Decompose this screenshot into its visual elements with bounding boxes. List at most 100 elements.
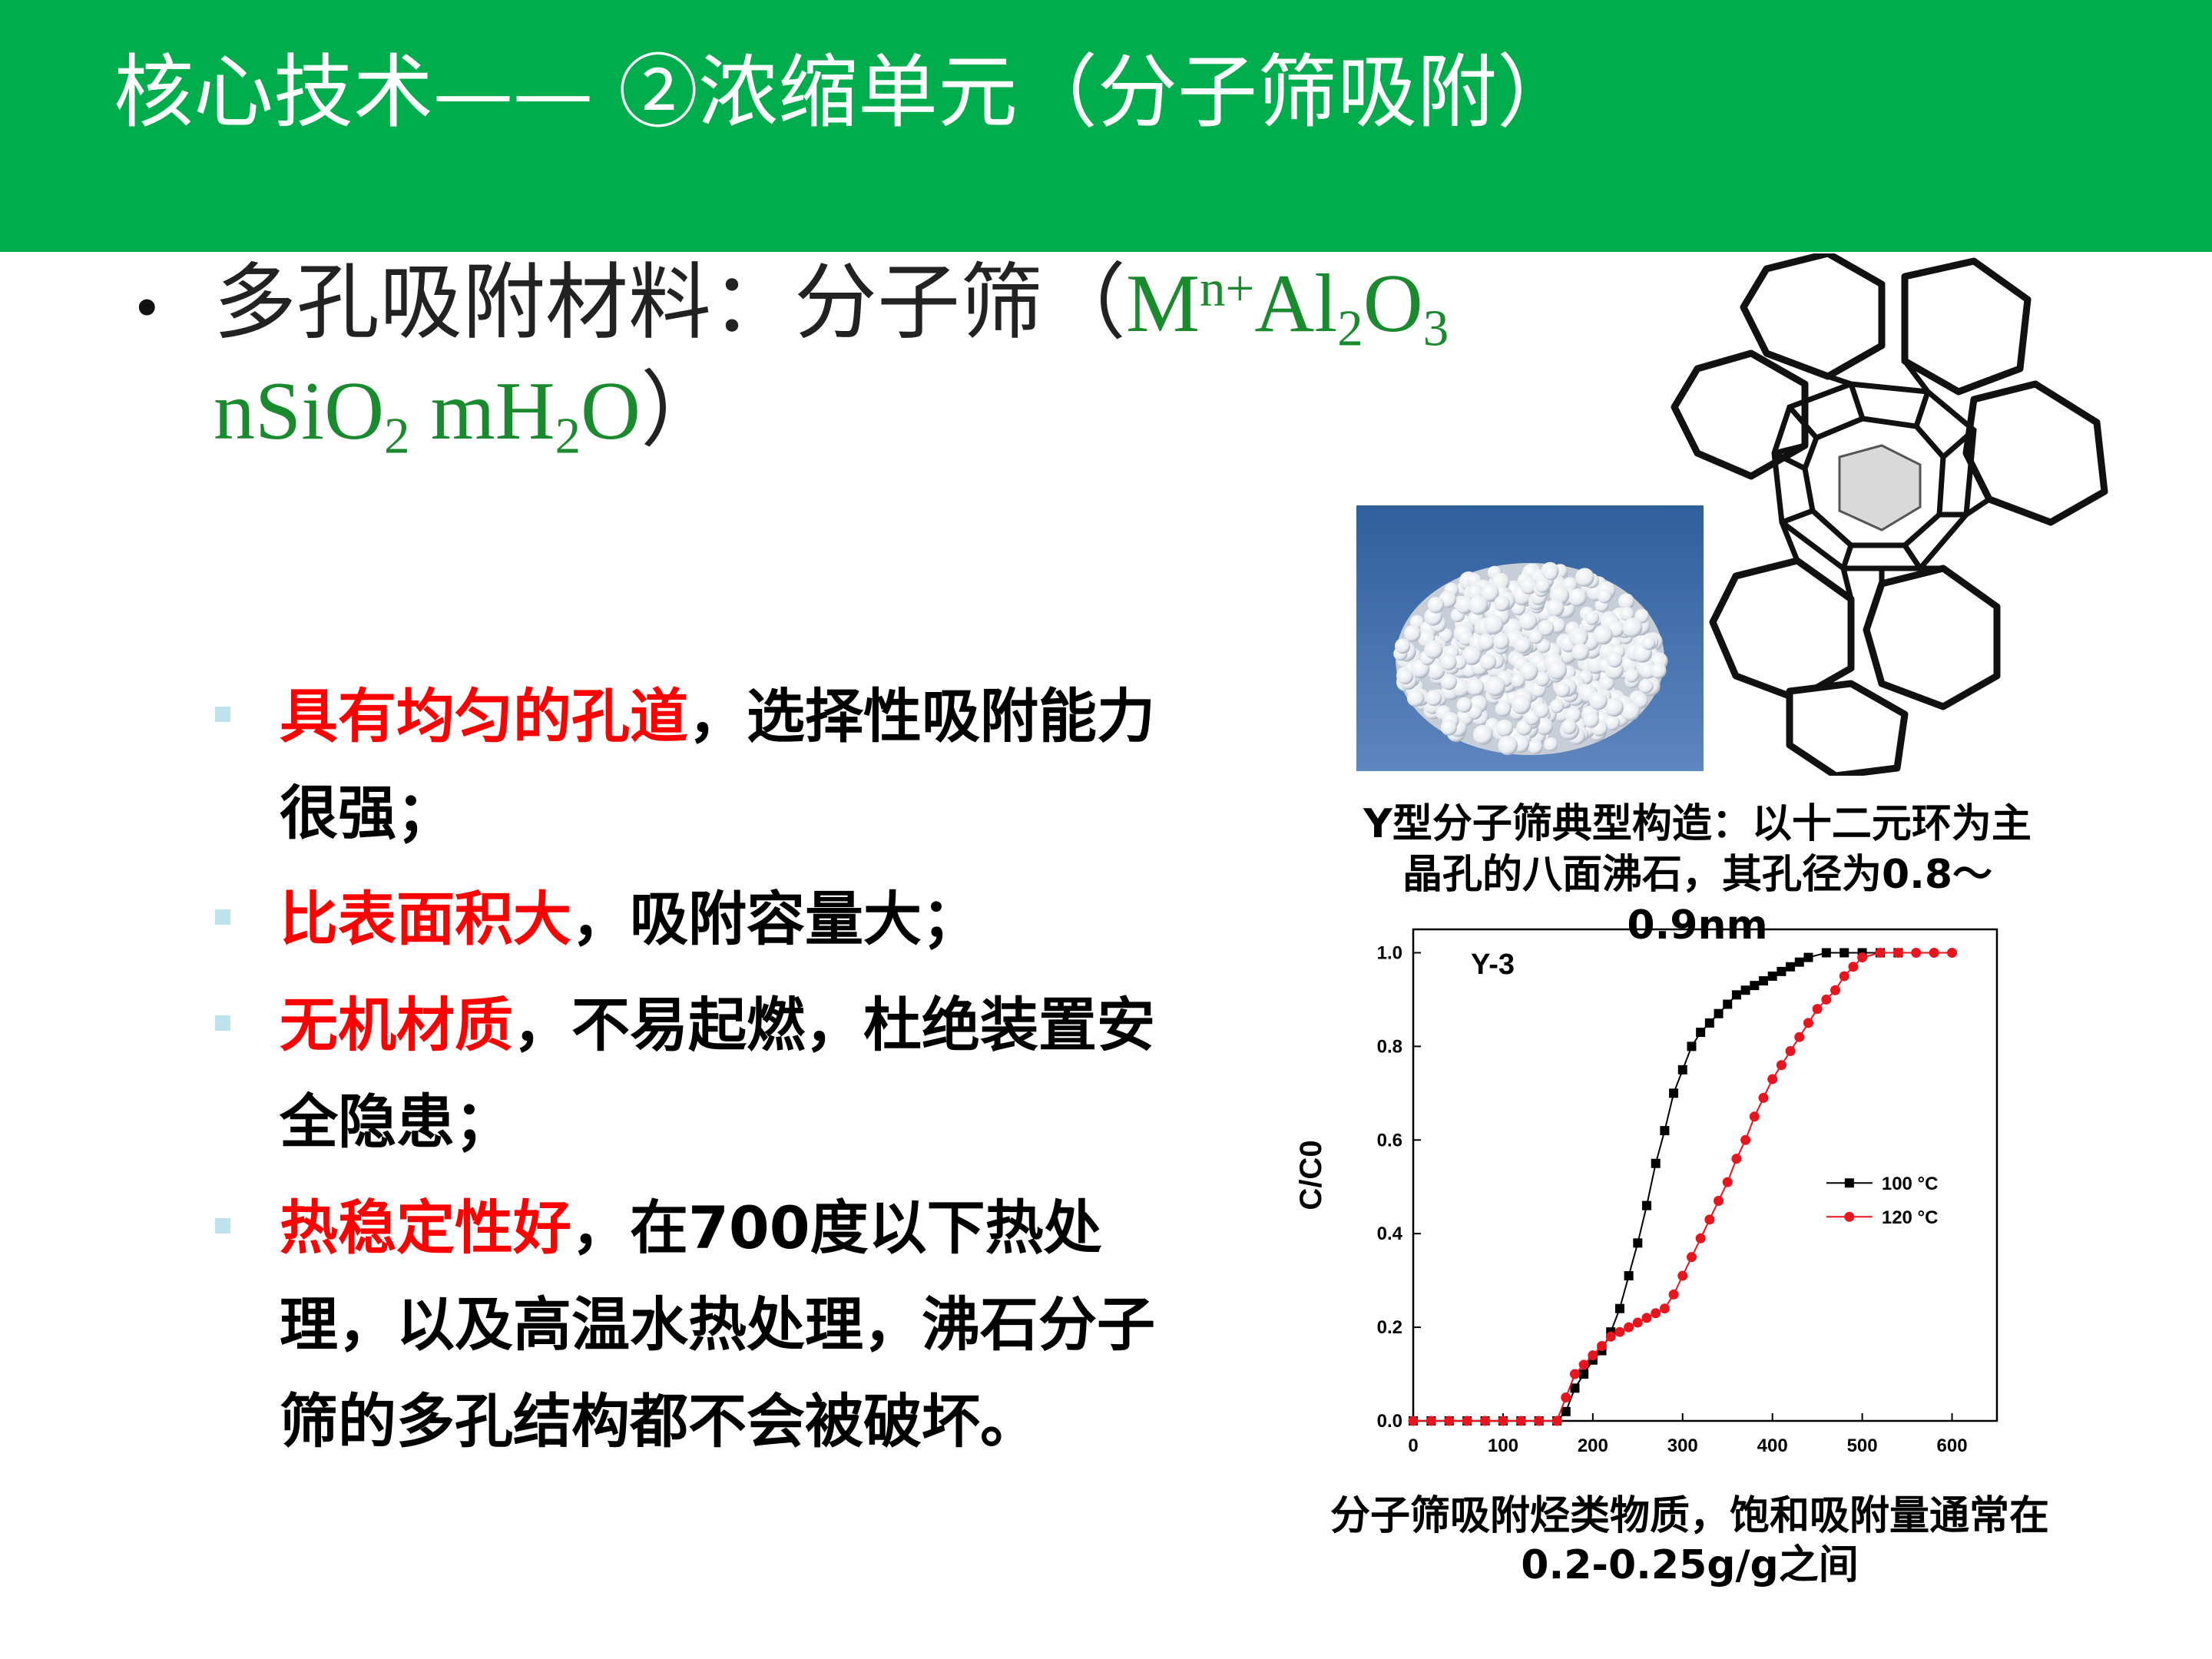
data-point [1812, 1004, 1823, 1015]
plot-frame [1412, 928, 1998, 1422]
bead [1494, 595, 1510, 611]
data-point [1614, 1326, 1625, 1337]
bead [1604, 697, 1624, 717]
data-point [1722, 1177, 1733, 1187]
bead [1406, 689, 1425, 707]
feature-item: 无机材质，不易起燃，杜绝装置安全隐患； [215, 977, 1183, 1171]
bead [1397, 668, 1413, 684]
data-point [1642, 1200, 1651, 1210]
bead [1589, 692, 1608, 710]
bead [1575, 568, 1594, 587]
data-point [1911, 947, 1922, 958]
bead [1477, 633, 1495, 651]
data-point [1614, 1303, 1624, 1313]
bead [1535, 578, 1550, 593]
feature-item: 比表面积大，吸附容量大； [215, 871, 1183, 968]
y-tick-label: 0.2 [1377, 1317, 1402, 1338]
breakthrough-chart: 0 100 200 300 400 500 600 0.0 0.2 0.4 0.6 0.8 1.0 C/C… [1294, 928, 1998, 1456]
bead [1571, 643, 1590, 661]
data-point [1704, 1018, 1714, 1028]
data-point [1749, 1111, 1760, 1122]
bead [1544, 737, 1558, 752]
data-point [1776, 1060, 1786, 1071]
bead-cluster [1393, 561, 1668, 756]
data-point [1821, 948, 1831, 958]
data-point [1777, 966, 1786, 976]
bead [1495, 700, 1512, 717]
bead [1520, 577, 1538, 594]
data-point [1641, 1313, 1652, 1323]
y-tick-label: 0.0 [1377, 1411, 1402, 1432]
data-point [1444, 1416, 1455, 1426]
bead [1455, 596, 1474, 614]
data-point [1677, 1270, 1688, 1281]
feature-item: 热稳定性好，在700度以下热处理，以及高温水热处理，沸石分子筛的多孔结构都不会被… [215, 1180, 1183, 1470]
data-point [1551, 1416, 1562, 1426]
bead [1621, 701, 1641, 721]
slide-title: 核心技术—— ②浓缩单元（分子筛吸附） [114, 45, 1578, 139]
formula-nsio: nSiO [214, 366, 385, 457]
data-point [1498, 1416, 1508, 1426]
data-point [1408, 1416, 1419, 1426]
data-point [1803, 1018, 1813, 1028]
data-point [1633, 1238, 1643, 1248]
bead [1469, 595, 1488, 615]
bead [1641, 636, 1656, 651]
y-tick-label: 1.0 [1377, 942, 1402, 963]
square-bullet-icon [215, 1218, 230, 1233]
bead [1511, 694, 1532, 715]
data-point [1892, 947, 1903, 958]
formula-n-plus: n+ [1200, 260, 1255, 317]
bead [1584, 611, 1599, 625]
data-point [1704, 1214, 1715, 1225]
data-point [1686, 1252, 1697, 1263]
feature-highlight: 比表面积大 [280, 885, 571, 953]
data-point [1605, 1331, 1616, 1342]
main-point-prefix: 多孔吸附材料：分子筛（ [214, 255, 1127, 351]
bead [1534, 703, 1549, 718]
data-point [1767, 971, 1777, 981]
bead [1456, 697, 1472, 713]
data-point [1569, 1369, 1580, 1379]
bead [1518, 662, 1538, 681]
bead [1624, 667, 1639, 683]
bead [1440, 719, 1457, 736]
bead [1549, 699, 1565, 714]
bead [1440, 674, 1457, 690]
formula-sio-sub: 2 [384, 407, 410, 465]
data-point [1426, 1416, 1436, 1426]
bead [1565, 707, 1581, 724]
x-tick-label: 100 [1488, 1435, 1518, 1456]
data-point [1462, 1416, 1472, 1426]
feature-text: ，吸附容量大； [571, 885, 980, 953]
bead [1604, 715, 1621, 731]
data-point [1731, 990, 1741, 1000]
formula-o: O [1363, 258, 1423, 349]
data-point [1651, 1158, 1661, 1168]
data-point [1929, 947, 1939, 958]
data-point [1561, 1406, 1571, 1416]
data-point [1677, 1065, 1687, 1075]
main-point-line1: 多孔吸附材料：分子筛（Mn+Al2O3 [214, 253, 1449, 359]
data-point [1588, 1350, 1598, 1361]
bead [1424, 640, 1443, 659]
bead [1597, 588, 1612, 604]
main-point-suffix: ） [641, 363, 724, 459]
legend-label: 100 °C [1882, 1174, 1939, 1194]
y-tick-label: 0.8 [1377, 1036, 1402, 1057]
data-point [1714, 1196, 1724, 1207]
data-point [1786, 962, 1796, 972]
bead [1426, 690, 1442, 707]
chart-title: Y-3 [1471, 949, 1515, 981]
feature-list: 具有均匀的孔道，选择性吸附能力很强； 比表面积大，吸附容量大； 无机材质，不易起… [215, 668, 1183, 1479]
data-point [1723, 999, 1733, 1009]
feature-highlight: 热稳定性好 [280, 1194, 571, 1262]
data-point [1750, 981, 1760, 991]
data-point [1794, 957, 1804, 967]
data-point [1624, 1322, 1634, 1333]
data-point [1947, 947, 1958, 958]
x-tick-label: 400 [1757, 1435, 1788, 1456]
bead [1620, 607, 1634, 621]
structure-caption: Y型分子筛典型构造：以十二元环为主晶孔的八面沸石，其孔径为0.8～0.9nm [1363, 801, 2032, 949]
x-tick-label: 300 [1667, 1435, 1698, 1456]
